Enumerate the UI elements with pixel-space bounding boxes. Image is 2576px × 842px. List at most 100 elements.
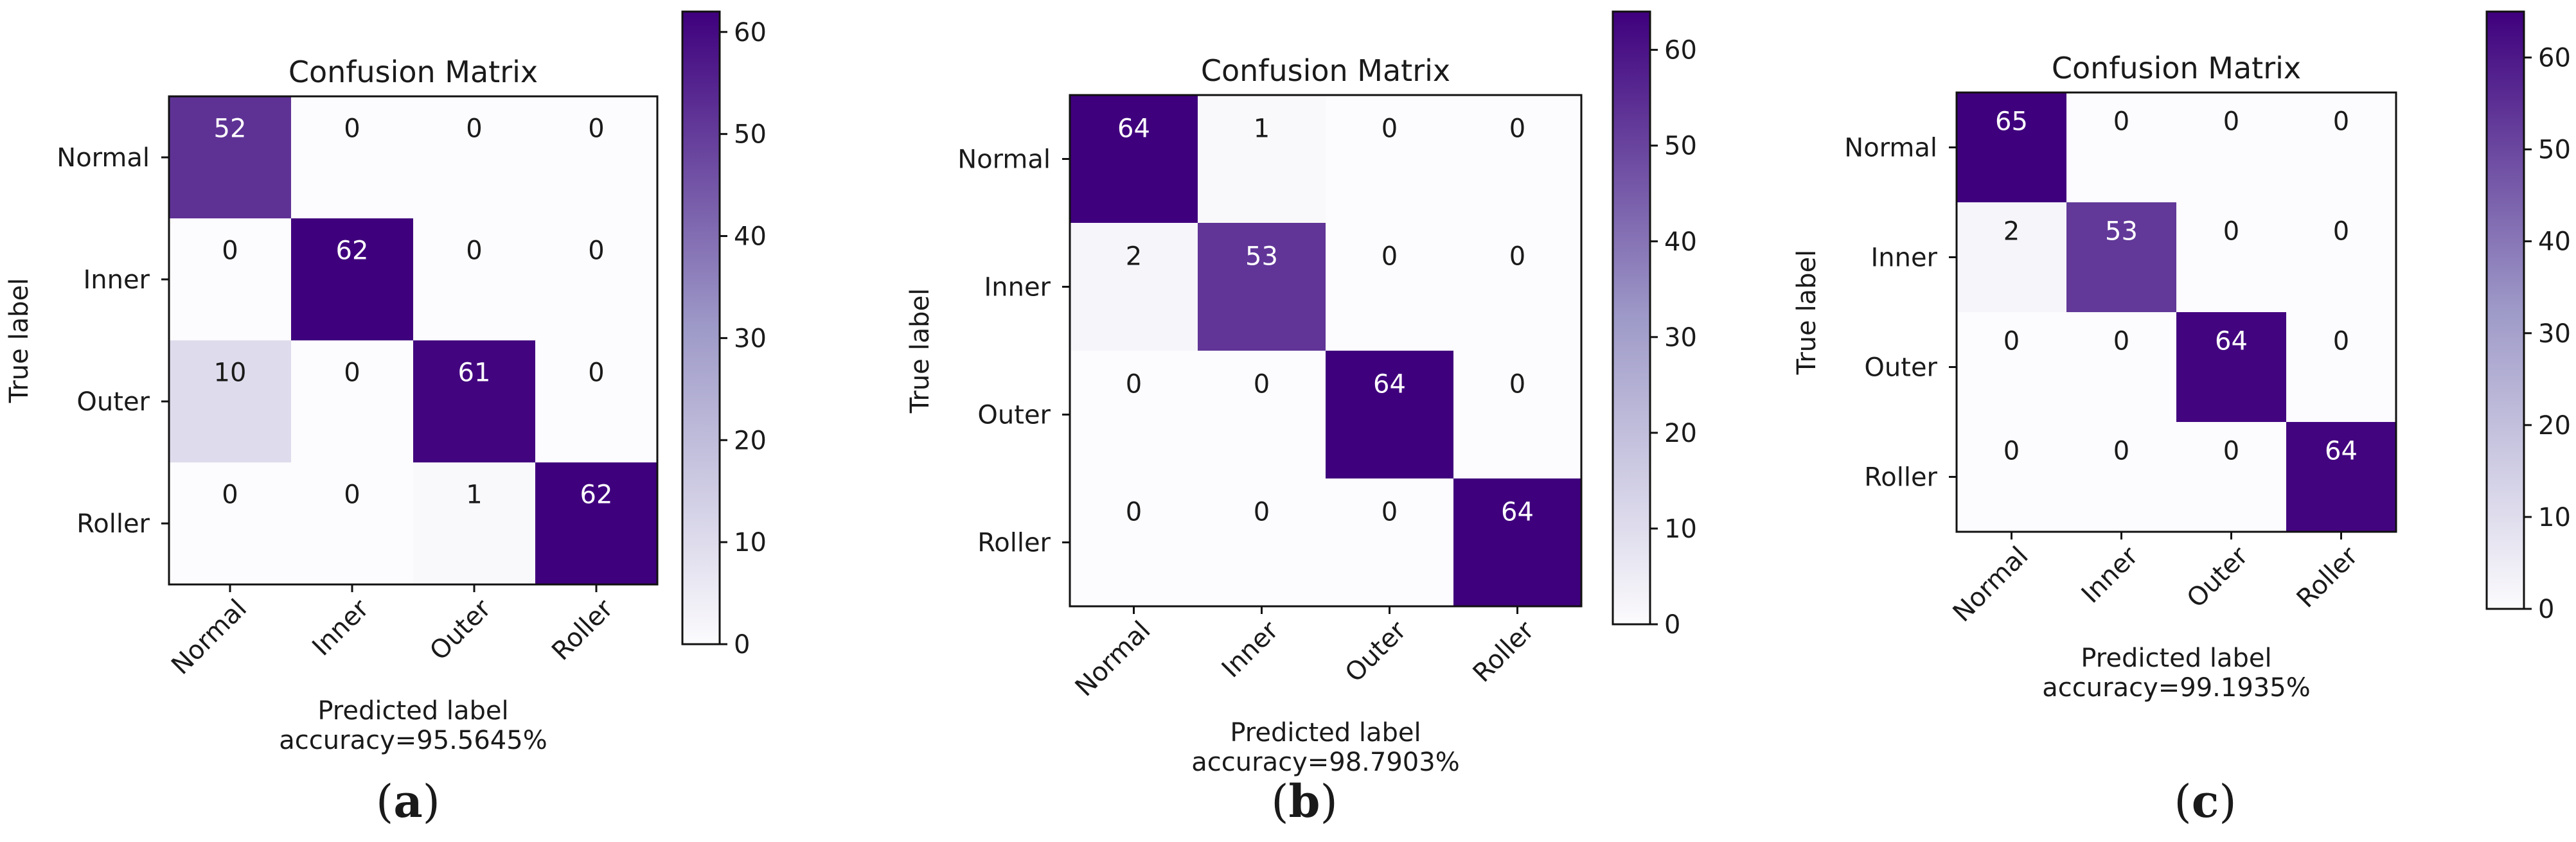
y-tick-label: Outer	[977, 401, 1051, 430]
matrix-cell	[535, 96, 657, 218]
matrix-cell	[1453, 95, 1581, 223]
colorbar-tick-label: 0	[2538, 595, 2554, 624]
cell-value-label: 0	[344, 114, 360, 143]
colorbar-tick-label: 20	[1664, 419, 1697, 448]
colorbar-tick-label: 20	[734, 426, 767, 455]
matrix-cell	[535, 218, 657, 340]
matrix-cell	[413, 218, 535, 340]
cell-value-label: 0	[344, 480, 360, 509]
cell-value-label: 0	[2223, 436, 2239, 466]
x-axis-label: Predicted label	[317, 696, 508, 726]
cell-value-label: 1	[466, 480, 482, 509]
cell-value-label: 0	[588, 236, 604, 265]
cell-value-label: 64	[1501, 498, 1534, 527]
cell-value-label: 0	[1509, 370, 1525, 399]
cell-value-label: 1	[1254, 114, 1270, 144]
colorbar-tick-label: 0	[734, 630, 750, 660]
colorbar-tick-label: 60	[2538, 44, 2571, 73]
cell-value-label: 0	[2223, 107, 2239, 136]
panel-caption: (a)	[376, 775, 440, 828]
cell-value-label: 0	[222, 236, 238, 265]
y-axis-label: True label	[905, 288, 935, 414]
matrix-cell	[1326, 95, 1453, 223]
colorbar-tick-label: 30	[734, 324, 767, 353]
cell-value-label: 61	[458, 358, 491, 387]
matrix-cell	[1957, 92, 2066, 202]
confusion-matrix-panel-c: 65 0 0 0 2 53 0 0 0 0 64 0 0 0 0 64 Confusion Matrix Norm…	[1792, 10, 2571, 828]
x-tick-label: Roller	[546, 593, 619, 666]
matrix-cell	[169, 218, 291, 340]
caption-open-paren: (	[376, 775, 393, 828]
matrix-cell	[169, 96, 291, 218]
matrix-cell	[1070, 351, 1198, 478]
colorbar-tick-label: 10	[734, 528, 767, 557]
caption-close-paren: )	[2219, 775, 2236, 828]
matrix-cell	[1453, 351, 1581, 478]
cell-value-label: 0	[1509, 114, 1525, 144]
cell-value-label: 62	[580, 480, 613, 509]
cell-value-label: 0	[344, 358, 360, 387]
matrix-cell	[1453, 478, 1581, 606]
y-axis-label: True label	[1792, 250, 1822, 375]
matrix-cell	[2066, 92, 2176, 202]
matrix-cell	[1070, 478, 1198, 606]
y-tick-label: Normal	[1844, 134, 1937, 163]
matrix-cell	[2286, 312, 2396, 422]
matrix-frame	[168, 95, 659, 586]
cell-value-label: 0	[222, 480, 238, 509]
cell-value-label: 64	[2325, 436, 2358, 466]
cell-value-label: 0	[2113, 107, 2129, 136]
matrix-cell	[1326, 223, 1453, 351]
y-tick-label: Inner	[1870, 243, 1937, 273]
matrix-cell	[2176, 202, 2286, 312]
accuracy-label: accuracy=99.1935%	[2042, 673, 2310, 703]
x-tick-label: Roller	[1468, 615, 1540, 688]
panel-caption: (c)	[2174, 775, 2236, 828]
cell-value-label: 0	[2333, 326, 2349, 356]
x-tick-label: Inner	[2076, 541, 2144, 609]
cell-value-label: 0	[588, 358, 604, 387]
caption-letter: c	[2192, 775, 2219, 828]
y-tick-label: Normal	[57, 143, 150, 173]
accuracy-label: accuracy=95.5645%	[279, 726, 547, 755]
matrix-cell	[2066, 422, 2176, 532]
matrix-cell	[1453, 223, 1581, 351]
colorbar	[681, 10, 721, 645]
caption-letter: b	[1289, 775, 1320, 828]
cell-value-label: 2	[2003, 216, 2020, 246]
x-axis-label: Predicted label	[2081, 644, 2271, 673]
cell-value-label: 0	[466, 236, 482, 265]
matrix-cell	[2286, 422, 2396, 532]
colorbar-tick-label: 60	[734, 18, 767, 48]
y-axis-label: True label	[4, 278, 34, 403]
cell-value-label: 0	[1254, 370, 1270, 399]
matrix-cell	[1198, 351, 1326, 478]
cell-value-label: 0	[1126, 370, 1142, 399]
matrix-cell	[413, 96, 535, 218]
matrix-cell	[1198, 95, 1326, 223]
y-tick-label: Outer	[76, 387, 150, 417]
colorbar	[1612, 10, 1651, 626]
cell-value-label: 0	[2333, 107, 2349, 136]
cell-value-label: 0	[2113, 436, 2129, 466]
matrix-cell	[413, 340, 535, 462]
cell-value-label: 0	[2223, 216, 2239, 246]
colorbar-tick-label: 40	[1664, 227, 1697, 257]
cell-value-label: 62	[336, 236, 369, 265]
cell-value-label: 0	[466, 114, 482, 143]
cell-value-label: 0	[1381, 242, 1398, 272]
chart-title: Confusion Matrix	[1201, 53, 1450, 88]
matrix-cell	[413, 462, 535, 584]
colorbar-tick-label: 50	[734, 120, 767, 150]
colorbar-tick-label: 40	[2538, 227, 2571, 257]
caption-close-paren: )	[1320, 775, 1337, 828]
y-tick-label: Roller	[977, 529, 1051, 558]
y-tick-label: Normal	[957, 145, 1051, 175]
y-tick-label: Outer	[1864, 353, 1937, 383]
caption-open-paren: (	[2174, 775, 2191, 828]
matrix-cell	[535, 340, 657, 462]
colorbar-tick-label: 40	[734, 222, 767, 252]
cell-value-label: 0	[1381, 498, 1398, 527]
